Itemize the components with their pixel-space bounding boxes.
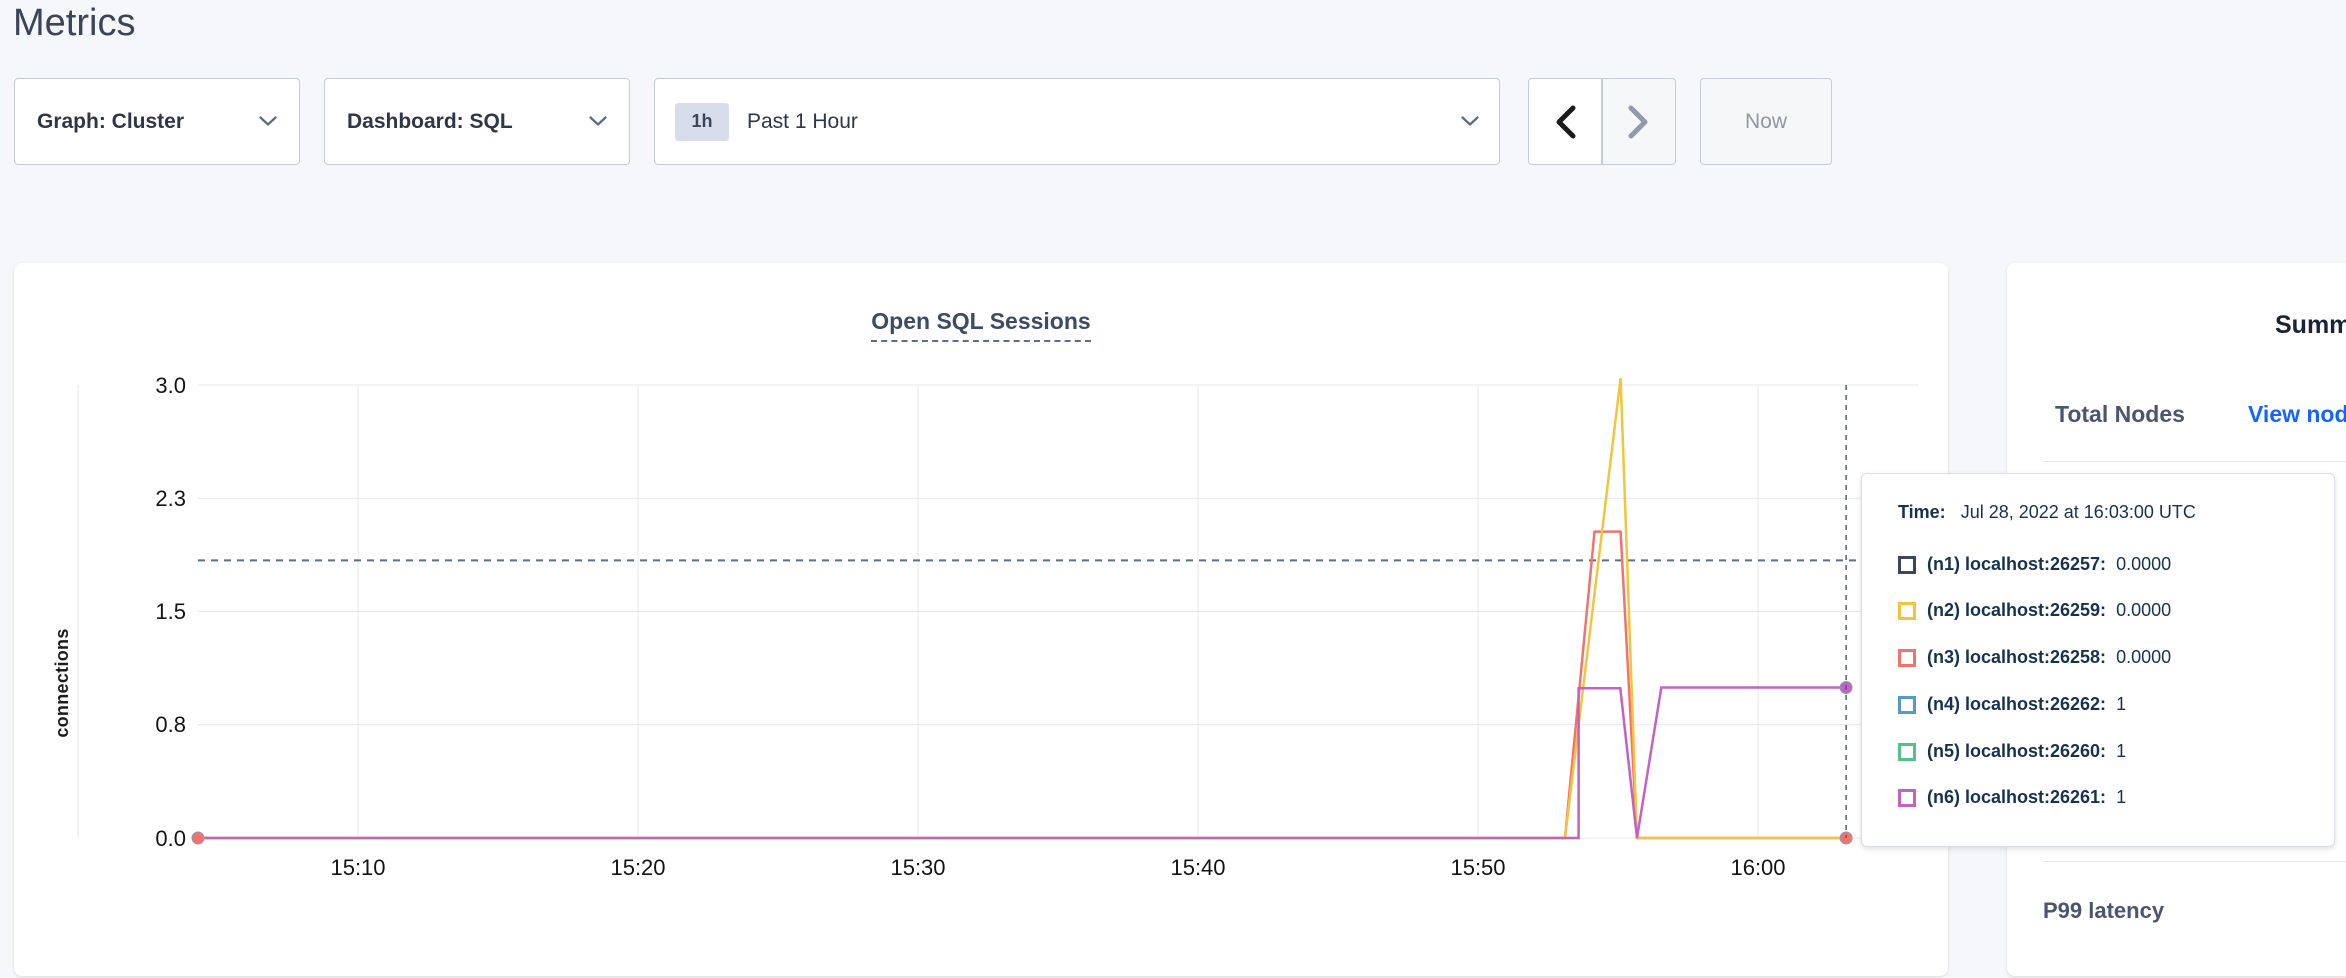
svg-text:15:50: 15:50 (1450, 855, 1505, 880)
svg-text:0.0: 0.0 (155, 826, 186, 851)
svg-text:15:10: 15:10 (330, 855, 385, 880)
svg-text:15:20: 15:20 (610, 855, 665, 880)
svg-text:2.3: 2.3 (155, 486, 186, 511)
svg-text:15:30: 15:30 (890, 855, 945, 880)
svg-text:16:00: 16:00 (1730, 855, 1785, 880)
svg-text:15:40: 15:40 (1170, 855, 1225, 880)
svg-text:0.8: 0.8 (155, 712, 186, 737)
svg-text:1.5: 1.5 (155, 599, 186, 624)
svg-text:3.0: 3.0 (155, 373, 186, 398)
